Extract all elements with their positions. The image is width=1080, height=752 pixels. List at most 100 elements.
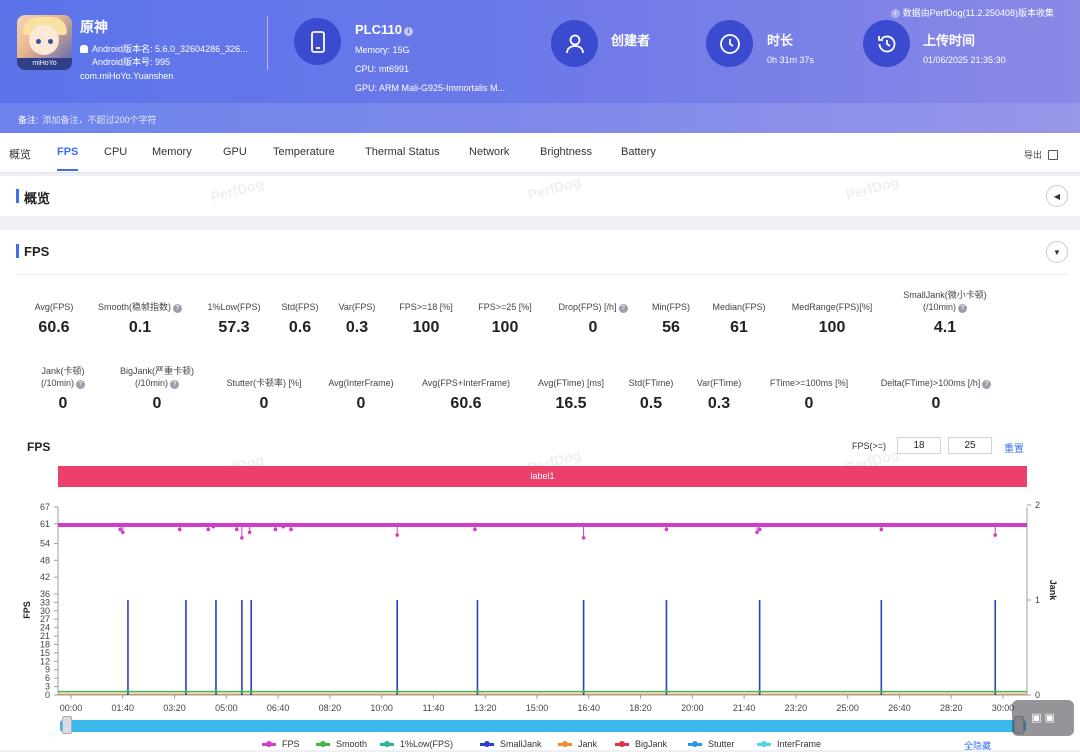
legend-item-stutter[interactable]: Stutter	[688, 739, 735, 749]
legend-item-smalljank[interactable]: SmallJank	[480, 739, 542, 749]
y-tick-label: 21	[40, 631, 50, 641]
tab-temperature[interactable]: Temperature	[273, 146, 335, 158]
y-tick-label: 24	[40, 623, 50, 633]
x-tick-label: 06:40	[267, 703, 290, 713]
hide-all-button[interactable]: 全隐藏	[964, 741, 992, 751]
legend-item-smooth[interactable]: Smooth	[316, 739, 367, 749]
legend-label: Smooth	[336, 739, 368, 749]
fps-dip-point	[395, 533, 400, 537]
legend-label: Stutter	[708, 739, 735, 749]
y-tick-label: 6	[45, 673, 50, 683]
fps-dip-point	[234, 527, 239, 532]
metric-label: Avg(FPS)	[34, 302, 74, 312]
note-field[interactable]: 备注: 添加备注，不超过200个字符	[18, 115, 157, 125]
label-band[interactable]: label1	[58, 466, 1027, 487]
metric-jank: Jank(卡顿) (/10min)? 0	[0, 365, 133, 413]
time-range-slider[interactable]	[60, 720, 1026, 732]
fps-collapse-button[interactable]: ▼	[1046, 241, 1068, 263]
metric-1-low-fps: 1%Low(FPS) 57.3	[164, 301, 304, 337]
legend-swatch	[262, 740, 276, 747]
fps-threshold-label: FPS(>=)	[852, 441, 887, 451]
chart-title: FPS	[27, 440, 51, 454]
x-tick-label: 08:20	[319, 703, 342, 713]
metric-value: 61	[730, 319, 748, 336]
device-name: PLC110 i	[355, 22, 413, 37]
legend-label: Jank	[578, 739, 598, 749]
fps-section: FPS ▼	[0, 230, 1080, 750]
section-accent	[16, 244, 19, 258]
note-placeholder: 添加备注，不超过200个字符	[42, 115, 157, 125]
device-info-icon[interactable]: i	[403, 27, 413, 36]
metric-fps-25: FPS>=25 [%] 100	[435, 301, 575, 337]
fps-chart[interactable]: 03691215182124273033364248546167012FPSJa…	[0, 495, 1080, 717]
tab-cpu[interactable]: CPU	[104, 146, 128, 158]
legend-item-jank[interactable]: Jank	[558, 739, 597, 749]
fps-dip-point	[120, 530, 125, 535]
metric-value: 0.5	[639, 395, 663, 412]
export-button[interactable]: 导出	[1024, 148, 1058, 161]
metric-label: Min(FPS)	[652, 302, 690, 312]
metric-smalljank: SmallJank(微小卡顿) (/10min)? 4.1	[875, 289, 1015, 337]
info-icon: i	[890, 9, 900, 18]
note-bar[interactable]: 备注: 添加备注，不超过200个字符	[0, 103, 1080, 133]
tab-battery[interactable]: Battery	[621, 146, 656, 158]
legend-item-interframe[interactable]: InterFrame	[757, 739, 821, 749]
tab-memory[interactable]: Memory	[152, 146, 192, 158]
x-tick-label: 16:40	[578, 703, 601, 713]
overview-collapse-button[interactable]: ◀	[1046, 185, 1068, 207]
metric-median-fps: Median(FPS) 61	[669, 301, 809, 337]
metric-medrange-fps: MedRange(FPS)[%] 100	[762, 301, 902, 337]
help-icon[interactable]: ?	[170, 380, 179, 389]
x-tick-label: 21:40	[733, 703, 756, 713]
source-note: i 数据由PerfDog(11.2.250408)版本收集	[889, 6, 1054, 19]
tab-overview[interactable]: 概览	[9, 149, 31, 161]
fps-dip-point	[757, 527, 762, 532]
metric-avg-interframe: Avg(InterFrame) 0	[291, 377, 431, 413]
fps-threshold-input-1[interactable]: 18	[897, 437, 941, 454]
tab-fps[interactable]: FPS	[57, 146, 79, 171]
reset-button[interactable]: 重置	[1004, 444, 1024, 455]
y-tick-label: 15	[40, 648, 50, 658]
help-icon[interactable]: ?	[76, 380, 85, 389]
help-icon[interactable]: ?	[982, 380, 992, 389]
x-tick-label: 03:20	[163, 703, 186, 713]
x-tick-label: 00:00	[60, 703, 83, 713]
tab-bar: 概览 FPS CPU Memory GPU Temperature Therma…	[0, 133, 1080, 173]
metric-value: 16.5	[555, 395, 587, 412]
metric-value: 100	[412, 319, 440, 336]
phone-icon	[294, 18, 341, 65]
upload-time-value: 01/06/2025 21:35:30	[923, 55, 1006, 65]
app-icon: miHoYo	[17, 15, 72, 70]
metric-label: SmallJank(微小卡顿)	[903, 290, 987, 300]
smooth-point	[126, 690, 130, 694]
tab-network[interactable]: Network	[469, 146, 510, 158]
y2-tick-label: 0	[1035, 690, 1040, 700]
metric-label: Avg(InterFrame)	[328, 378, 394, 388]
help-icon[interactable]: ?	[618, 304, 628, 313]
metric-label: Delta(FTime)>100ms [/h]?	[866, 377, 1006, 389]
tab-gpu[interactable]: GPU	[223, 146, 247, 158]
legend-item-bigjank[interactable]: BigJank	[615, 739, 667, 749]
y-tick-label: 36	[40, 589, 50, 599]
help-icon[interactable]: ?	[958, 304, 967, 313]
slider-handle-left[interactable]	[62, 716, 72, 734]
legend-item-fps[interactable]: FPS	[262, 739, 300, 749]
help-icon[interactable]: ?	[173, 304, 182, 313]
fps-dip-point	[177, 527, 182, 532]
tab-brightness[interactable]: Brightness	[540, 146, 592, 158]
fps-threshold-input-2[interactable]: 25	[948, 437, 992, 454]
metric-avg-fps: Avg(FPS) 60.6	[0, 301, 124, 337]
metric-value: 0.6	[288, 319, 312, 336]
legend-swatch	[558, 740, 572, 747]
section-accent	[16, 189, 19, 203]
x-tick-label: 26:40	[888, 703, 911, 713]
chevron-down-icon: ▼	[1053, 247, 1061, 257]
legend-item-1-low-fps[interactable]: 1%Low(FPS)	[380, 739, 453, 749]
metric-value: 0	[588, 319, 598, 336]
tab-thermal-status[interactable]: Thermal Status	[365, 146, 440, 158]
smooth-point	[395, 690, 399, 694]
metric-label: FPS>=25 [%]	[478, 302, 532, 312]
fps-dip-point	[993, 533, 998, 537]
metric-var-fps: Var(FPS) 0.3	[287, 301, 427, 337]
legend-swatch	[480, 740, 494, 747]
